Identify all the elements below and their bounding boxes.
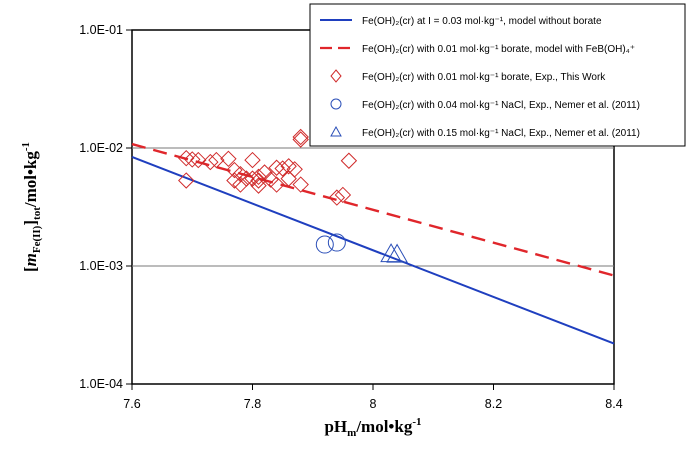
x-tick-label: 8.2 (485, 397, 502, 411)
model-line-with-borate (131, 142, 615, 277)
legend-label-nemer-nacl-004: Fe(OH)₂(cr) with 0.04 mol·kg⁻¹ NaCl, Exp… (362, 100, 640, 111)
legend-swatch-triangle (330, 125, 342, 137)
diamond-marker (244, 170, 261, 187)
legend-label-this-work: Fe(OH)₂(cr) with 0.01 mol·kg⁻¹ borate, E… (362, 72, 606, 83)
diamond-marker (268, 176, 285, 193)
y-tick-label: 1.0E-02 (79, 141, 123, 155)
diamond-marker (256, 164, 273, 181)
x-tick-label: 8.4 (605, 397, 622, 411)
legend-swatch-diamond (330, 69, 342, 83)
diamond-marker (250, 168, 267, 186)
model-line-without-borate (131, 156, 615, 345)
diamond-marker (190, 151, 207, 169)
diamond-marker (250, 177, 267, 194)
x-axis-title: pHm/mol•kg-1 (324, 416, 421, 439)
y-tick-labels: 1.0E-04 1.0E-03 1.0E-02 1.0E-01 (79, 23, 123, 391)
circle-marker (327, 233, 346, 252)
axis-ticks (126, 29, 615, 390)
diamond-marker (208, 151, 225, 169)
y-gridlines (132, 147, 614, 267)
y-tick-label: 1.0E-03 (79, 259, 123, 273)
x-tick-label: 7.8 (244, 397, 261, 411)
diamond-marker (292, 131, 309, 148)
triangle-marker (386, 243, 408, 263)
x-tick-labels: 7.6 7.8 8 8.2 8.4 (123, 397, 622, 411)
diamond-marker (244, 151, 261, 169)
x-tick-label: 8 (370, 397, 377, 411)
diamond-marker (328, 189, 346, 206)
diamond-marker (274, 160, 291, 177)
legend-swatch-circle (330, 98, 342, 110)
x-tick-label: 7.6 (123, 397, 140, 411)
legend: Fe(OH)₂(cr) at I = 0.03 mol·kg⁻¹, model … (309, 3, 686, 147)
diamond-marker (220, 150, 237, 168)
circle-marker (315, 235, 334, 254)
legend-box (309, 3, 686, 147)
diamond-marker (280, 158, 297, 175)
diamond-marker (250, 172, 267, 189)
y-tick-label: 1.0E-01 (79, 23, 123, 37)
y-axis-title: [mFe(II)]tot/mol•kg-1 (20, 142, 43, 272)
diamond-marker (262, 171, 279, 188)
diamond-marker (340, 152, 358, 169)
model-lines (131, 142, 615, 345)
diamond-marker (292, 128, 309, 146)
diamond-marker (178, 172, 195, 189)
diamond-marker (286, 161, 303, 178)
legend-label-nemer-nacl-015: Fe(OH)₂(cr) with 0.15 mol·kg⁻¹ NaCl, Exp… (362, 128, 640, 139)
diamond-marker (334, 186, 352, 204)
diamond-marker (202, 153, 219, 171)
diamond-marker (184, 151, 201, 168)
legend-label-model-without-borate: Fe(OH)₂(cr) at I = 0.03 mol·kg⁻¹, model … (362, 16, 602, 27)
data-markers (178, 128, 408, 263)
diamond-marker (292, 176, 309, 193)
y-tick-label: 1.0E-04 (79, 377, 123, 391)
legend-label-model-with-borate: Fe(OH)₂(cr) with 0.01 mol·kg⁻¹ borate, m… (362, 44, 635, 55)
diamond-marker (232, 176, 249, 193)
diamond-marker (178, 149, 195, 167)
